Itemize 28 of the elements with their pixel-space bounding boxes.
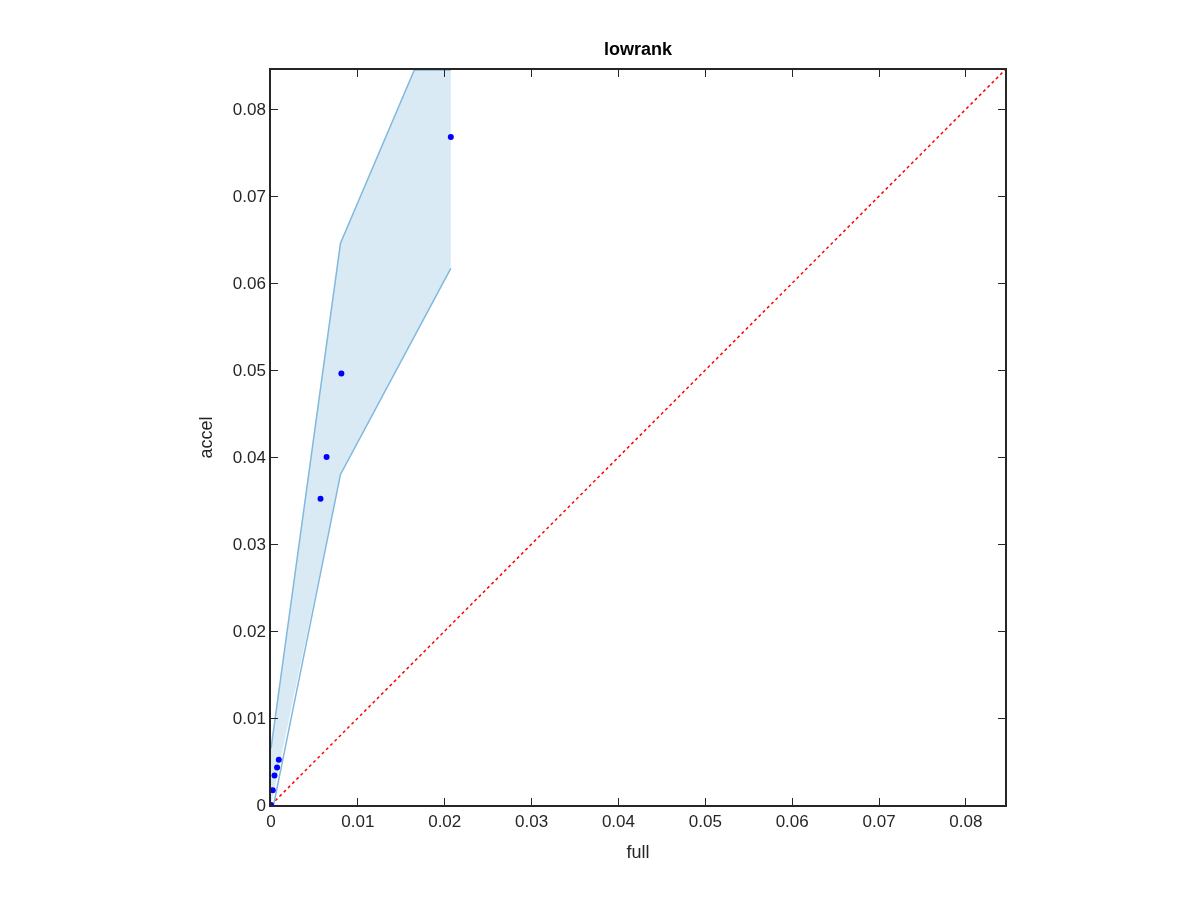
point [271, 787, 276, 794]
x-tick-label: 0.03 [515, 812, 549, 832]
y-tick-label: 0.01 [232, 708, 266, 728]
y-tick-label: 0.08 [232, 100, 266, 120]
point [275, 756, 282, 763]
y-axis-title: accel [196, 416, 217, 459]
y-tick-label: 0 [256, 795, 266, 815]
point [323, 454, 330, 461]
y-tick-label: 0.02 [232, 621, 266, 641]
x-tick-label: 0.02 [428, 812, 462, 832]
x-tick-label: 0.01 [341, 812, 375, 832]
x-tick-label: 0.04 [601, 812, 636, 832]
y-tick-label: 0.05 [232, 361, 266, 381]
point [447, 133, 454, 140]
y-tick-label: 0.03 [232, 535, 266, 554]
point [317, 495, 324, 502]
point [274, 764, 281, 771]
x-tick-label: 0.08 [949, 812, 983, 832]
x-tick-label: 0.07 [862, 812, 896, 832]
y-tick-label: 0.04 [232, 448, 266, 468]
point [338, 370, 345, 377]
x-tick-label: 0.05 [688, 812, 722, 832]
y-tick-label: 0.06 [232, 274, 266, 294]
x-tick-label: 0.06 [775, 812, 809, 832]
y-tick-label: 0.07 [232, 187, 266, 207]
point [271, 772, 278, 779]
chart-title: lowrank [603, 39, 673, 59]
x-axis-title: full [626, 841, 650, 862]
